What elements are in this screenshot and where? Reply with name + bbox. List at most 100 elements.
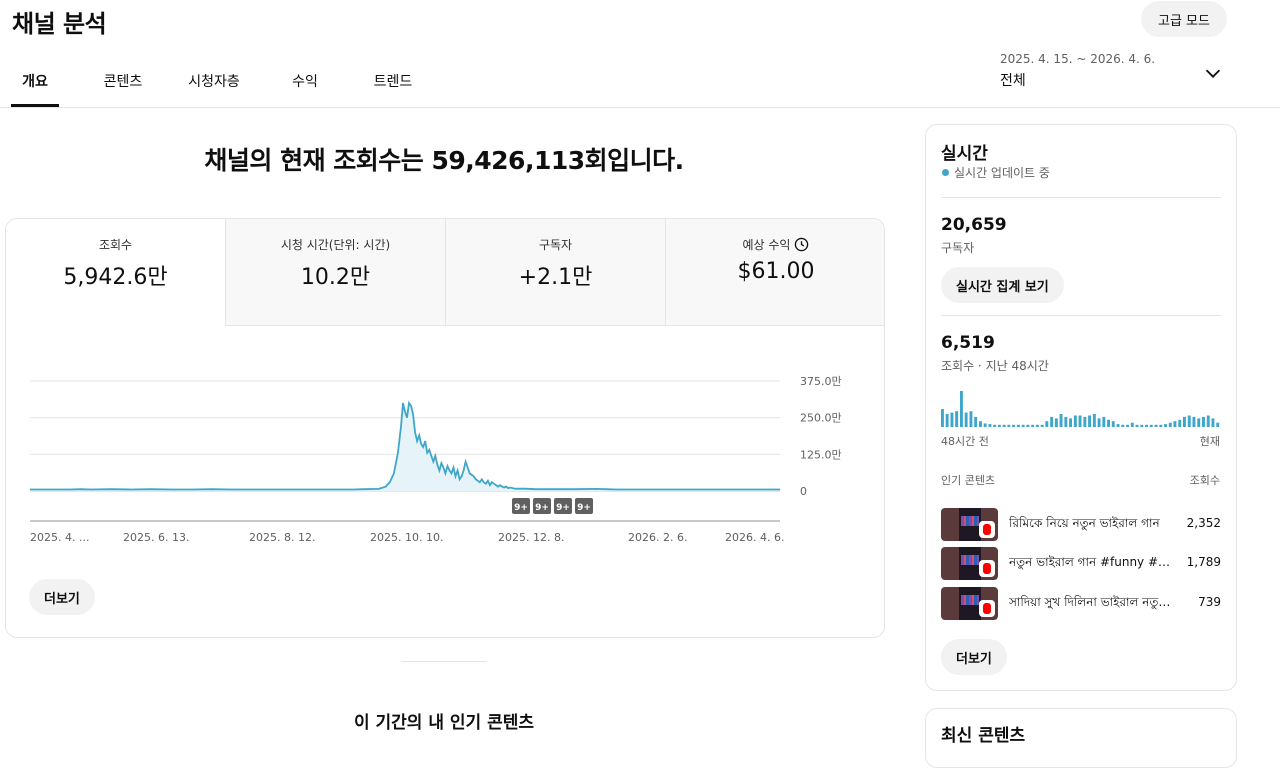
realtime-bar <box>1154 424 1158 427</box>
divider <box>941 197 1221 198</box>
view-realtime-button[interactable]: 실시간 집계 보기 <box>941 267 1064 303</box>
realtime-bar <box>1164 424 1167 427</box>
realtime-bar <box>941 409 944 427</box>
metric-value: 5,942.6만 <box>63 265 168 290</box>
realtime-bar <box>1116 424 1120 427</box>
realtime-bar <box>1168 422 1172 427</box>
realtime-bar <box>969 411 973 427</box>
metric-row-divider <box>225 325 884 326</box>
realtime-bar <box>1031 424 1035 427</box>
header-divider <box>0 107 1280 108</box>
views-chart[interactable]: 375.0만 250.0만 125.0만 0 2025. 4. ... 2025. 6. … <box>6 327 885 577</box>
series-line <box>30 400 780 491</box>
realtime-bar <box>1202 416 1205 427</box>
metric-label: 조회수 <box>98 238 133 252</box>
realtime-bar <box>1021 424 1025 427</box>
y-tick-label: 0 <box>800 485 807 498</box>
realtime-bar <box>1121 424 1125 427</box>
tab-overview[interactable]: 개요 <box>22 74 48 90</box>
realtime-bar <box>1092 414 1096 427</box>
realtime-bar <box>1126 424 1129 427</box>
section-divider <box>401 661 487 662</box>
video-thumbnail <box>941 587 998 620</box>
realtime-bar <box>1026 424 1030 427</box>
tab-content[interactable]: 콘텐츠 <box>103 74 143 90</box>
realtime-bar <box>945 414 949 427</box>
annotation-marker <box>554 498 572 514</box>
y-tick-label: 375.0만 <box>800 375 842 388</box>
tab-revenue[interactable]: 수익 <box>292 74 318 90</box>
metric-label-wrap: 예상 수익 <box>666 236 884 253</box>
page-title: 채널 분석 <box>12 10 107 38</box>
realtime-bar <box>1173 421 1177 427</box>
video-title: রিমিকে নিয়ে নতুন ভাইরাল গান <box>1009 516 1160 530</box>
x-tick-label: 2026. 4. 6. <box>725 531 784 544</box>
card-more-button[interactable]: 더보기 <box>29 579 95 615</box>
realtime-bar <box>974 416 978 427</box>
tab-audience[interactable]: 시청자층 <box>188 74 240 90</box>
metric-label: 예상 수익 <box>742 238 791 252</box>
realtime-bar <box>1111 421 1115 427</box>
latest-content-panel: 최신 콘텐츠 <box>925 708 1237 768</box>
realtime-bar <box>1097 418 1101 427</box>
realtime-bar <box>950 412 954 427</box>
annotation-marker <box>575 498 593 514</box>
shorts-icon <box>979 521 995 538</box>
tab-trends[interactable]: 트렌드 <box>373 74 413 90</box>
realtime-bar <box>983 423 987 427</box>
bars-left-label: 48시간 전 <box>941 435 989 448</box>
top-content-header: 인기 콘텐츠 <box>941 474 996 487</box>
realtime-more-button[interactable]: 더보기 <box>941 639 1007 675</box>
realtime-panel: 실시간 실시간 업데이트 중 20,659 구독자 실시간 집계 보기 6,51… <box>925 124 1237 691</box>
metric-label: 구독자 <box>538 238 573 252</box>
realtime-views-label: 조회수 · 지난 48시간 <box>941 359 1049 373</box>
x-tick-label: 2025. 12. 8. <box>498 531 564 544</box>
latest-content-title: 최신 콘텐츠 <box>941 726 1026 746</box>
x-tick-label: 2026. 2. 6. <box>628 531 687 544</box>
video-title: নতুন ভাইরাল গান #funny #shorts <box>1009 555 1174 569</box>
metric-estimated-revenue[interactable]: 예상 수익 $61.00 <box>665 219 884 326</box>
annotation-marker <box>533 498 551 514</box>
realtime-status: 실시간 업데이트 중 <box>954 166 1050 180</box>
video-thumbnail <box>941 508 998 541</box>
clock-icon[interactable] <box>794 237 809 252</box>
x-tick-label: 2025. 8. 12. <box>249 531 315 544</box>
realtime-bar <box>1050 416 1054 427</box>
realtime-bar <box>1159 424 1163 427</box>
realtime-bar <box>993 424 997 427</box>
realtime-bar <box>1178 419 1182 427</box>
metric-views[interactable]: 조회수 5,942.6만 <box>6 219 225 326</box>
realtime-bar <box>1211 418 1215 427</box>
video-title: সাদিয়া সুখ দিলিনা ভাইরাল নতুন গান <box>1009 595 1174 609</box>
metric-label: 시청 시간(단위: 시간) <box>280 238 391 252</box>
realtime-bar <box>1130 422 1134 427</box>
realtime-bar <box>1145 424 1148 427</box>
metric-value: +2.1만 <box>518 265 593 290</box>
annotation-marker-label: 9+ <box>514 503 528 513</box>
y-tick-label: 250.0만 <box>800 412 842 425</box>
top-content-item[interactable]: সাদিয়া সুখ দিলিনা ভাইরাল নতুন গান 739 <box>941 587 1221 620</box>
realtime-bar <box>979 421 982 427</box>
realtime-title: 실시간 <box>941 144 988 164</box>
metric-watch-time[interactable]: 시청 시간(단위: 시간) 10.2만 <box>225 219 445 326</box>
realtime-bar <box>1064 416 1068 427</box>
metric-subscribers[interactable]: 구독자 +2.1만 <box>445 219 665 326</box>
date-range-text[interactable]: 2025. 4. 15. ~ 2026. 4. 6. <box>1000 52 1156 66</box>
top-content-item[interactable]: রিমিকে নিয়ে নতুন ভাইরাল গান 2,352 <box>941 508 1221 541</box>
realtime-bar <box>988 424 992 427</box>
annotation-marker-label: 9+ <box>577 503 591 513</box>
date-scope-text[interactable]: 전체 <box>1000 73 1026 89</box>
top-content-item[interactable]: নতুন ভাইরাল গান #funny #shorts 1,789 <box>941 547 1221 580</box>
shorts-icon <box>979 600 995 617</box>
advanced-mode-button[interactable]: 고급 모드 <box>1141 1 1227 37</box>
realtime-bar <box>964 412 968 427</box>
realtime-bar <box>1016 424 1020 427</box>
realtime-bar <box>1216 422 1220 427</box>
realtime-bar <box>997 424 1001 427</box>
video-views: 739 <box>1198 595 1221 609</box>
realtime-bar <box>1054 418 1058 427</box>
realtime-bar-chart[interactable] <box>941 387 1221 427</box>
chevron-down-icon[interactable] <box>1202 62 1224 84</box>
realtime-bar <box>1073 415 1077 427</box>
realtime-bar <box>1088 415 1091 427</box>
